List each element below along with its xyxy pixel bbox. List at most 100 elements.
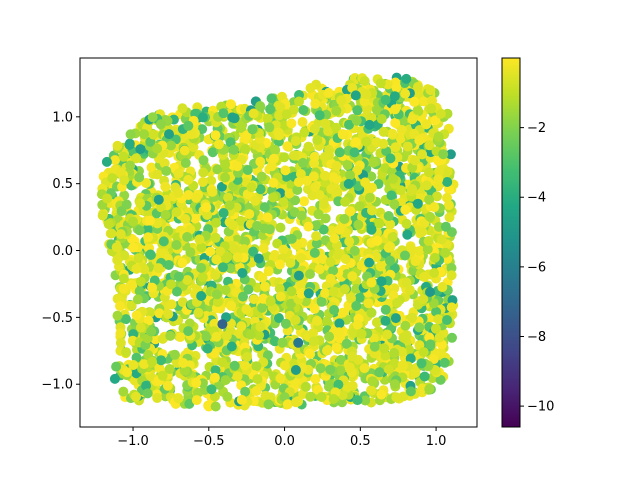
scatter-point: [445, 149, 456, 160]
scatter-point: [382, 329, 393, 340]
scatter-point: [296, 210, 307, 221]
scatter-point: [314, 110, 325, 121]
scatter-point: [328, 265, 339, 276]
scatter-point: [180, 158, 191, 168]
scatter-point: [423, 236, 434, 246]
scatter-point: [298, 105, 309, 115]
scatter-point: [334, 327, 344, 338]
scatter-point: [215, 246, 226, 257]
scatter-point: [320, 288, 331, 299]
scatter-point: [111, 361, 122, 372]
scatter-point: [133, 253, 144, 264]
scatter-point: [163, 260, 174, 270]
scatter-point: [410, 256, 421, 267]
scatter-point: [424, 384, 435, 394]
scatter-point: [328, 172, 339, 183]
scatter-point: [361, 89, 372, 100]
scatter-point: [115, 167, 126, 178]
scatter-point: [366, 224, 377, 235]
scatter-point: [385, 241, 396, 252]
scatter-point: [340, 196, 351, 207]
scatter-point: [159, 158, 170, 169]
scatter-point: [225, 263, 236, 274]
scatter-point: [162, 380, 173, 391]
scatter-point: [442, 192, 452, 203]
scatter-point: [347, 380, 358, 391]
scatter-point: [414, 246, 425, 257]
scatter-point: [331, 161, 342, 171]
scatter-point: [134, 172, 145, 183]
scatter-point: [270, 145, 281, 155]
scatter-point: [334, 224, 345, 235]
scatter-point: [334, 318, 345, 329]
scatter-point: [198, 155, 209, 166]
scatter-point: [272, 238, 283, 249]
scatter-point: [324, 331, 335, 342]
scatter-point: [417, 149, 428, 160]
scatter-point: [264, 122, 275, 133]
scatter-point: [440, 221, 451, 232]
scatter-point: [164, 364, 175, 374]
scatter-point: [299, 196, 310, 207]
scatter-point: [407, 312, 418, 323]
scatter-point: [447, 295, 458, 306]
scatter-point: [110, 155, 120, 166]
y-tick-label: −1.0: [41, 378, 73, 393]
scatter-point: [299, 127, 310, 138]
scatter-point: [135, 144, 146, 155]
scatter-point: [211, 331, 222, 342]
scatter-point: [438, 149, 449, 160]
scatter-point: [360, 177, 371, 188]
scatter-point: [390, 313, 401, 324]
x-axis: −1.0 −0.5 0.0 0.5 1.0: [117, 427, 446, 449]
y-axis: −1.0 −0.5 0.0 0.5 1.0: [41, 110, 80, 393]
scatter-point: [277, 337, 288, 348]
scatter-point: [119, 250, 130, 261]
scatter-point: [367, 376, 378, 387]
scatter-point: [268, 153, 279, 164]
scatter-point: [248, 294, 259, 305]
scatter-point: [115, 328, 126, 339]
colorbar-tick-label: −4: [527, 191, 546, 206]
scatter-point: [320, 118, 331, 129]
scatter-point: [210, 270, 221, 281]
scatter-point: [179, 145, 190, 156]
scatter-point: [433, 174, 444, 185]
scatter-point: [197, 177, 208, 187]
scatter-point: [106, 228, 117, 239]
scatter-point: [409, 96, 420, 107]
scatter-point: [274, 130, 285, 141]
scatter-point: [223, 192, 234, 203]
colorbar-tick-label: −10: [527, 400, 554, 415]
scatter-point: [433, 221, 444, 232]
scatter-point: [395, 185, 406, 196]
scatter-point: [141, 178, 152, 188]
y-tick-label: 0.5: [52, 177, 73, 192]
scatter-point: [388, 290, 399, 301]
scatter-point: [222, 391, 233, 402]
scatter-point: [442, 177, 453, 187]
scatter-point: [274, 283, 285, 294]
scatter-point: [180, 214, 191, 224]
scatter-point: [125, 160, 136, 171]
scatter-point: [383, 211, 394, 221]
scatter-point: [380, 304, 391, 315]
scatter-point: [150, 334, 161, 345]
scatter-point: [325, 273, 336, 284]
scatter-point: [198, 167, 209, 178]
scatter-point: [111, 242, 122, 253]
scatter-point: [145, 215, 155, 226]
scatter-point: [317, 254, 328, 265]
scatter-point: [278, 244, 289, 255]
scatter-point: [349, 245, 360, 256]
scatter-point: [281, 109, 292, 120]
colorbar-tick-label: −6: [527, 260, 546, 275]
scatter-points: [96, 72, 459, 412]
scatter-point: [197, 272, 208, 283]
scatter-point: [339, 214, 350, 224]
scatter-point: [210, 130, 221, 141]
scatter-point: [163, 309, 174, 320]
scatter-point: [378, 126, 389, 137]
scatter-point: [433, 131, 444, 142]
scatter-point: [206, 384, 217, 395]
